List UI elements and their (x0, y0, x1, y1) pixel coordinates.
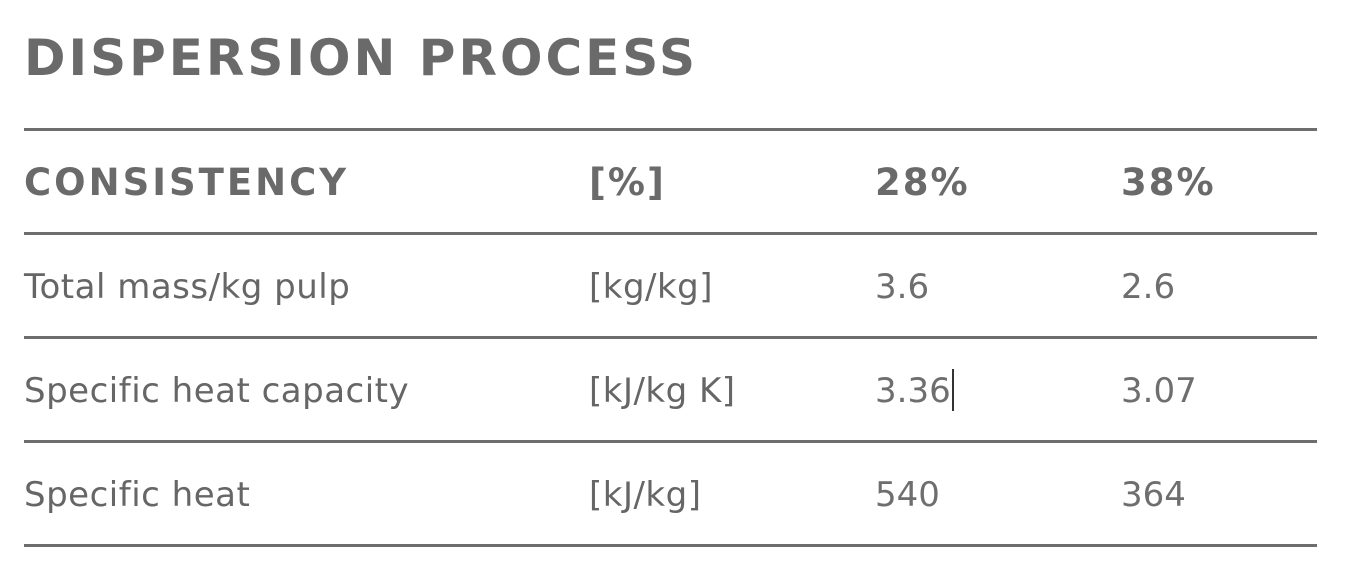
table-row: Specific heat [kJ/kg] 540 364 (24, 443, 1317, 547)
page-title: DISPERSION PROCESS (24, 29, 699, 87)
row-value-38[interactable]: 3.07 (1121, 371, 1197, 411)
header-consistency: CONSISTENCY (24, 161, 350, 204)
row-value-28[interactable]: 540 (875, 475, 940, 515)
row-value-38[interactable]: 2.6 (1121, 267, 1176, 307)
table-header-row: CONSISTENCY [%] 28% 38% (24, 131, 1317, 235)
row-unit: [kJ/kg] (589, 475, 702, 515)
row-label: Specific heat capacity (24, 371, 410, 411)
header-28-percent: 28% (875, 161, 970, 204)
row-value-38[interactable]: 364 (1121, 475, 1186, 515)
row-value-text[interactable]: 3.36 (875, 371, 951, 411)
row-label: Specific heat (24, 475, 251, 515)
data-table: CONSISTENCY [%] 28% 38% Total mass/kg pu… (24, 128, 1317, 547)
row-value-28[interactable]: 3.6 (875, 267, 930, 307)
text-caret (951, 368, 954, 411)
row-unit: [kg/kg] (589, 267, 714, 307)
header-38-percent: 38% (1121, 161, 1216, 204)
row-value-28-editing[interactable]: 3.36 (875, 339, 954, 440)
row-label: Total mass/kg pulp (24, 267, 351, 307)
header-unit: [%] (589, 161, 666, 204)
table-row: Specific heat capacity [kJ/kg K] 3.36 3.… (24, 339, 1317, 443)
row-unit: [kJ/kg K] (589, 371, 736, 411)
table-row: Total mass/kg pulp [kg/kg] 3.6 2.6 (24, 235, 1317, 339)
